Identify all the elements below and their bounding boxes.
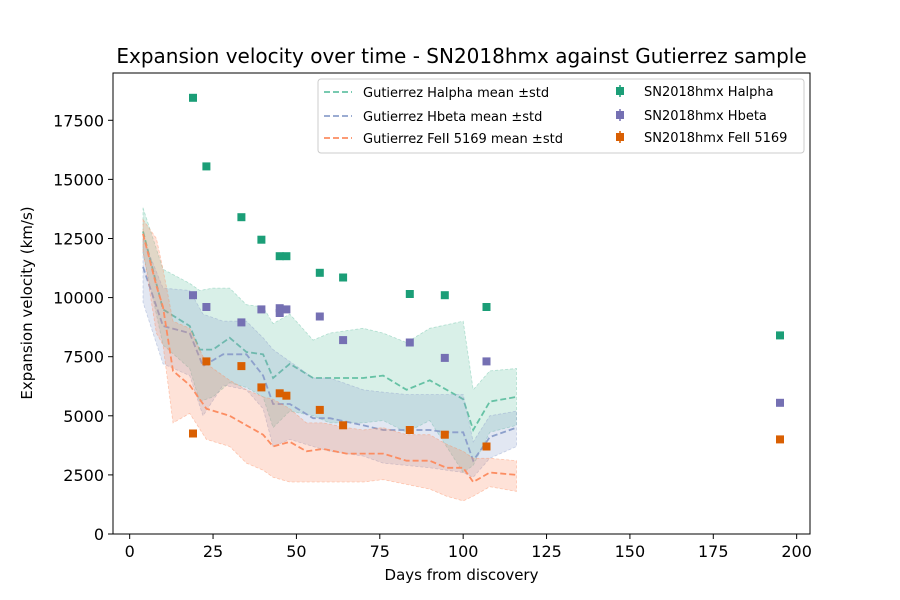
data-point: [482, 303, 491, 311]
data-point: [202, 303, 211, 311]
y-tick-label: 12500: [53, 229, 104, 248]
data-point: [482, 357, 491, 366]
data-point: [257, 305, 266, 314]
data-point: [189, 93, 197, 102]
data-point: [315, 405, 324, 414]
data-point: [405, 338, 414, 347]
data-point: [440, 353, 449, 362]
legend-marker: [616, 111, 624, 119]
std-band-2: [142, 218, 517, 502]
data-point: [482, 442, 491, 451]
data-point: [440, 291, 449, 300]
data-point: [275, 252, 284, 261]
legend-series-label: SN2018hmx Halpha: [644, 85, 774, 100]
y-tick-label: 10000: [53, 289, 104, 308]
legend-series-label: SN2018hmx FeII 5169: [644, 131, 787, 146]
data-point: [202, 162, 211, 171]
x-tick-label: 150: [615, 542, 646, 561]
y-axis-label: Expansion velocity (km/s): [18, 206, 36, 399]
points-layer: [189, 93, 784, 451]
data-point: [189, 291, 197, 300]
legend: Gutierrez Halpha mean ±std Gutierrez Hbet…: [317, 78, 805, 154]
legend-marker: [616, 133, 624, 141]
y-tick-label: 0: [94, 525, 104, 544]
legend-frame: [317, 78, 805, 154]
data-point: [440, 430, 449, 439]
data-point: [405, 290, 414, 298]
legend-band-label: Gutierrez FeII 5169 mean ±std: [363, 132, 563, 147]
legend-series-label: SN2018hmx Hbeta: [644, 109, 767, 124]
chart-title: Expansion velocity over time - SN2018hmx…: [116, 44, 806, 68]
data-point: [315, 268, 324, 277]
x-tick-label: 125: [531, 542, 562, 561]
data-point: [275, 304, 284, 313]
data-point: [275, 389, 284, 398]
std-band-1: [142, 238, 517, 478]
y-tick-label: 17500: [53, 111, 104, 130]
x-tick-label: 25: [203, 542, 223, 561]
legend-band-label: Gutierrez Halpha mean ±std: [363, 86, 549, 101]
data-point: [776, 398, 784, 407]
data-point: [257, 383, 266, 392]
data-point: [339, 336, 348, 345]
x-tick-label: 175: [698, 542, 729, 561]
bands-layer: [142, 207, 517, 502]
legend-items: Gutierrez Halpha mean ±std Gutierrez Hbet…: [324, 85, 787, 147]
data-point: [282, 391, 291, 400]
x-tick-label: 0: [125, 542, 135, 561]
data-point: [339, 421, 348, 430]
data-point: [405, 426, 414, 434]
data-point: [202, 357, 211, 366]
legend-band-label: Gutierrez Hbeta mean ±std: [363, 110, 542, 125]
data-point: [282, 252, 291, 261]
x-axis-label: Days from discovery: [385, 566, 539, 584]
data-point: [282, 305, 291, 314]
mean-line-2: [142, 233, 517, 484]
legend-marker: [616, 87, 624, 95]
plot-frame: [112, 72, 811, 535]
mean-line-0: [142, 231, 517, 433]
x-tick-label: 200: [781, 542, 812, 561]
data-point: [237, 362, 246, 371]
data-point: [189, 429, 197, 438]
data-point: [315, 312, 324, 321]
data-point: [237, 318, 246, 327]
data-point: [339, 273, 348, 282]
data-point: [275, 309, 284, 317]
x-tick-label: 100: [448, 542, 479, 561]
x-tick-label: 50: [286, 542, 306, 561]
data-point: [776, 331, 784, 340]
data-point: [237, 213, 246, 222]
y-tick-label: 7500: [63, 348, 104, 367]
data-point: [257, 235, 266, 244]
y-tick-label: 2500: [63, 466, 104, 485]
axes-layer: 0 25 50 75 100 125 150 175 200 0 2500 5000 7500 10000…: [53, 111, 812, 561]
y-tick-label: 15000: [53, 170, 104, 189]
x-tick-label: 75: [370, 542, 390, 561]
data-point: [776, 435, 784, 444]
y-tick-label: 5000: [63, 407, 104, 426]
